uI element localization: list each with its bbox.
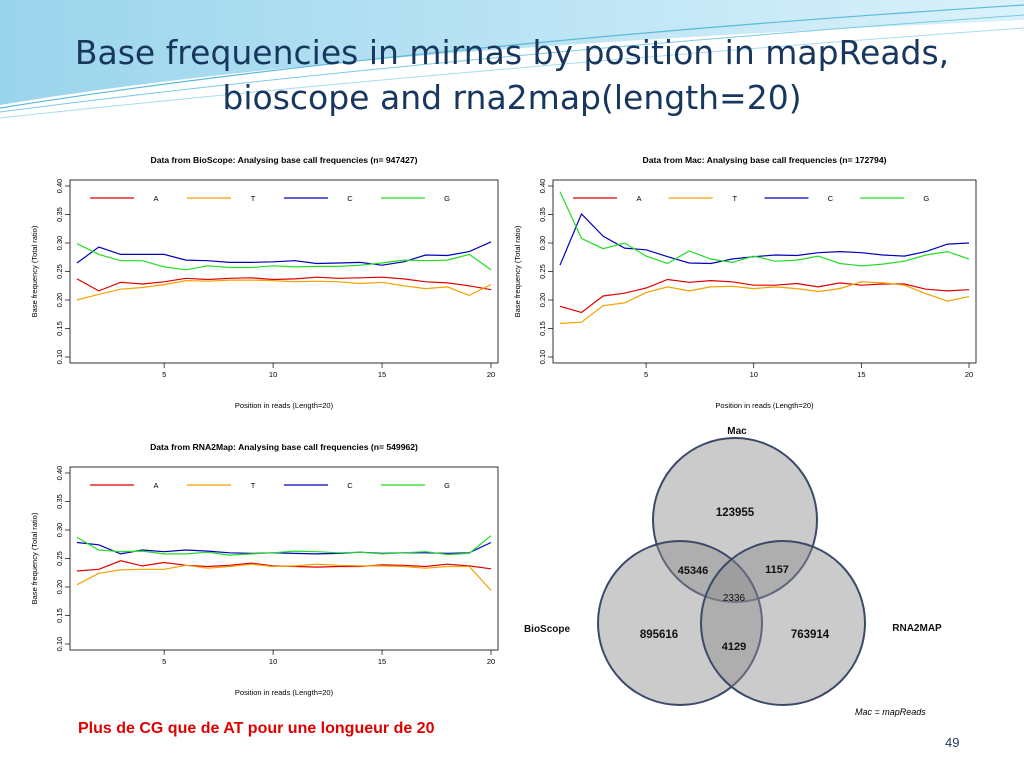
bioscope-chart: Data from BioScope: Analysing base call … <box>30 155 499 410</box>
y-tick-label: 0.25 <box>55 551 64 566</box>
venn-circle-bioscope <box>597 540 763 706</box>
legend-label-T: T <box>251 481 256 490</box>
plot-frame <box>69 466 499 651</box>
x-axis-label: Position in reads (Length=20) <box>235 688 334 697</box>
legend-label-G: G <box>923 194 929 203</box>
legend-label-C: C <box>347 194 353 203</box>
y-tick-label: 0.20 <box>538 293 547 308</box>
legend-label-T: T <box>732 194 737 203</box>
series-line-G <box>76 243 492 271</box>
y-tick-label: 0.25 <box>538 264 547 279</box>
x-tick-label: 20 <box>487 370 495 379</box>
page-number: 49 <box>945 735 960 750</box>
chart-title: Data from Mac: Analysing base call frequ… <box>643 155 887 165</box>
series-line-T <box>76 563 492 591</box>
venn-label-bioscope: BioScope <box>524 624 571 635</box>
plot-frame <box>69 179 499 364</box>
series-line-C <box>559 212 970 266</box>
legend-label-T: T <box>251 194 256 203</box>
y-axis-label: Base frequency (Total ratio) <box>513 225 522 317</box>
venn-note: Mac = mapReads <box>855 707 926 717</box>
venn-label-mac: Mac <box>727 426 747 437</box>
legend-label-C: C <box>347 481 353 490</box>
y-tick-label: 0.10 <box>55 637 64 652</box>
x-axis-label: Position in reads (Length=20) <box>235 401 334 410</box>
header-decoration <box>0 0 1024 119</box>
y-tick-label: 0.35 <box>55 494 64 509</box>
y-tick-label: 0.10 <box>55 350 64 365</box>
chart-title: Data from RNA2Map: Analysing base call f… <box>150 442 418 452</box>
y-tick-label: 0.30 <box>538 236 547 251</box>
y-tick-label: 0.20 <box>55 580 64 595</box>
y-tick-label: 0.40 <box>55 466 64 481</box>
x-tick-label: 10 <box>269 657 277 666</box>
legend-label-G: G <box>444 481 450 490</box>
x-tick-label: 15 <box>378 657 386 666</box>
x-tick-label: 5 <box>644 370 648 379</box>
y-axis-label: Base frequency (Total ratio) <box>30 512 39 604</box>
legend-label-A: A <box>153 481 158 490</box>
series-line-C <box>76 541 492 555</box>
x-tick-label: 20 <box>965 370 973 379</box>
venn-value-mac-only: 123955 <box>716 507 755 519</box>
series-line-T <box>559 281 970 324</box>
x-tick-label: 15 <box>857 370 865 379</box>
y-tick-label: 0.25 <box>55 264 64 279</box>
series-line-T <box>76 279 492 301</box>
venn-circle-rna2map <box>700 540 866 706</box>
x-axis-label: Position in reads (Length=20) <box>715 401 814 410</box>
x-tick-label: 10 <box>750 370 758 379</box>
y-tick-label: 0.40 <box>538 179 547 194</box>
y-tick-label: 0.10 <box>538 350 547 365</box>
chart-title: Data from BioScope: Analysing base call … <box>151 155 418 165</box>
series-line-A <box>559 278 970 314</box>
y-tick-label: 0.40 <box>55 179 64 194</box>
venn-diagram: Mac BioScope RNA2MAP 123955 45346 1157 2… <box>524 426 942 706</box>
legend-label-A: A <box>153 194 158 203</box>
y-tick-label: 0.35 <box>55 207 64 222</box>
venn-circle-mac <box>652 437 818 603</box>
x-tick-label: 5 <box>162 657 166 666</box>
y-tick-label: 0.30 <box>55 523 64 538</box>
x-tick-label: 20 <box>487 657 495 666</box>
venn-value-mac-bioscope: 45346 <box>678 565 709 577</box>
series-line-G <box>559 191 970 267</box>
series-line-A <box>76 276 492 292</box>
series-line-G <box>76 535 492 556</box>
venn-label-rna2map: RNA2MAP <box>892 623 942 634</box>
y-tick-label: 0.35 <box>538 207 547 222</box>
venn-value-mac-rna2map: 1157 <box>765 564 789 576</box>
y-tick-label: 0.15 <box>55 321 64 336</box>
x-tick-label: 5 <box>162 370 166 379</box>
rna2map-chart: Data from RNA2Map: Analysing base call f… <box>30 442 499 697</box>
venn-value-bioscope-only: 895616 <box>640 629 678 641</box>
legend-label-A: A <box>636 194 641 203</box>
mac-chart: Data from Mac: Analysing base call frequ… <box>513 155 977 410</box>
plot-frame <box>552 179 977 364</box>
x-tick-label: 15 <box>378 370 386 379</box>
y-tick-label: 0.15 <box>55 608 64 623</box>
venn-value-bioscope-rna2map: 4129 <box>722 641 746 653</box>
slide-title: Base frequencies in mirnas by position i… <box>74 33 950 117</box>
legend-label-C: C <box>828 194 834 203</box>
venn-value-all: 2336 <box>723 593 746 604</box>
y-tick-label: 0.15 <box>538 321 547 336</box>
conclusion-text: Plus de CG que de AT pour une longueur d… <box>78 720 435 737</box>
series-line-C <box>76 241 492 266</box>
legend-label-G: G <box>444 194 450 203</box>
venn-value-rna2map-only: 763914 <box>791 629 830 641</box>
y-tick-label: 0.30 <box>55 236 64 251</box>
y-axis-label: Base frequency (Total ratio) <box>30 225 39 317</box>
x-tick-label: 10 <box>269 370 277 379</box>
y-tick-label: 0.20 <box>55 293 64 308</box>
